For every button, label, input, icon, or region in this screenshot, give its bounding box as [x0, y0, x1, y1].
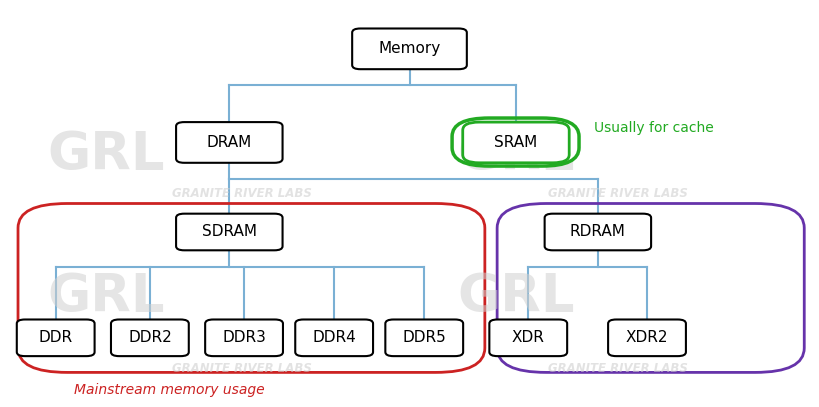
FancyBboxPatch shape [386, 319, 464, 356]
FancyBboxPatch shape [608, 319, 686, 356]
Text: DDR5: DDR5 [402, 330, 446, 345]
Text: GRL: GRL [48, 271, 165, 323]
FancyBboxPatch shape [352, 28, 467, 69]
Text: SDRAM: SDRAM [201, 225, 257, 239]
FancyBboxPatch shape [205, 319, 283, 356]
Text: DDR2: DDR2 [128, 330, 172, 345]
FancyBboxPatch shape [176, 122, 283, 163]
Text: GRANITE RIVER LABS: GRANITE RIVER LABS [549, 187, 688, 200]
Text: DDR4: DDR4 [312, 330, 356, 345]
FancyBboxPatch shape [295, 319, 373, 356]
Text: RDRAM: RDRAM [570, 225, 626, 239]
FancyBboxPatch shape [176, 214, 283, 250]
Text: GRL: GRL [457, 129, 575, 181]
Text: Memory: Memory [378, 42, 441, 56]
Text: GRL: GRL [48, 129, 165, 181]
Text: Mainstream memory usage: Mainstream memory usage [74, 383, 265, 397]
Text: GRANITE RIVER LABS: GRANITE RIVER LABS [172, 362, 311, 375]
Text: DDR: DDR [38, 330, 73, 345]
Text: DDR3: DDR3 [222, 330, 266, 345]
FancyBboxPatch shape [490, 319, 567, 356]
Text: GRANITE RIVER LABS: GRANITE RIVER LABS [172, 187, 311, 200]
Text: XDR2: XDR2 [626, 330, 668, 345]
FancyBboxPatch shape [545, 214, 651, 250]
FancyBboxPatch shape [17, 319, 95, 356]
FancyBboxPatch shape [111, 319, 188, 356]
FancyBboxPatch shape [463, 122, 569, 163]
Text: DRAM: DRAM [206, 135, 252, 150]
Text: SRAM: SRAM [495, 135, 537, 150]
Text: GRL: GRL [457, 271, 575, 323]
Text: GRANITE RIVER LABS: GRANITE RIVER LABS [549, 362, 688, 375]
Text: XDR: XDR [512, 330, 545, 345]
Text: Usually for cache: Usually for cache [594, 121, 713, 135]
